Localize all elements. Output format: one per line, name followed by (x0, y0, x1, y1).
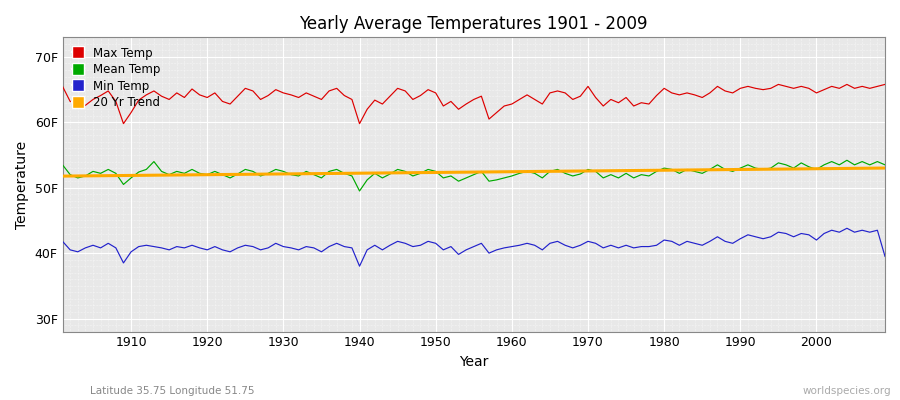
Y-axis label: Temperature: Temperature (15, 140, 29, 228)
Title: Yearly Average Temperatures 1901 - 2009: Yearly Average Temperatures 1901 - 2009 (300, 15, 648, 33)
Text: Latitude 35.75 Longitude 51.75: Latitude 35.75 Longitude 51.75 (90, 386, 255, 396)
X-axis label: Year: Year (459, 355, 489, 369)
Text: worldspecies.org: worldspecies.org (803, 386, 891, 396)
Legend: Max Temp, Mean Temp, Min Temp, 20 Yr Trend: Max Temp, Mean Temp, Min Temp, 20 Yr Tre… (68, 43, 164, 113)
